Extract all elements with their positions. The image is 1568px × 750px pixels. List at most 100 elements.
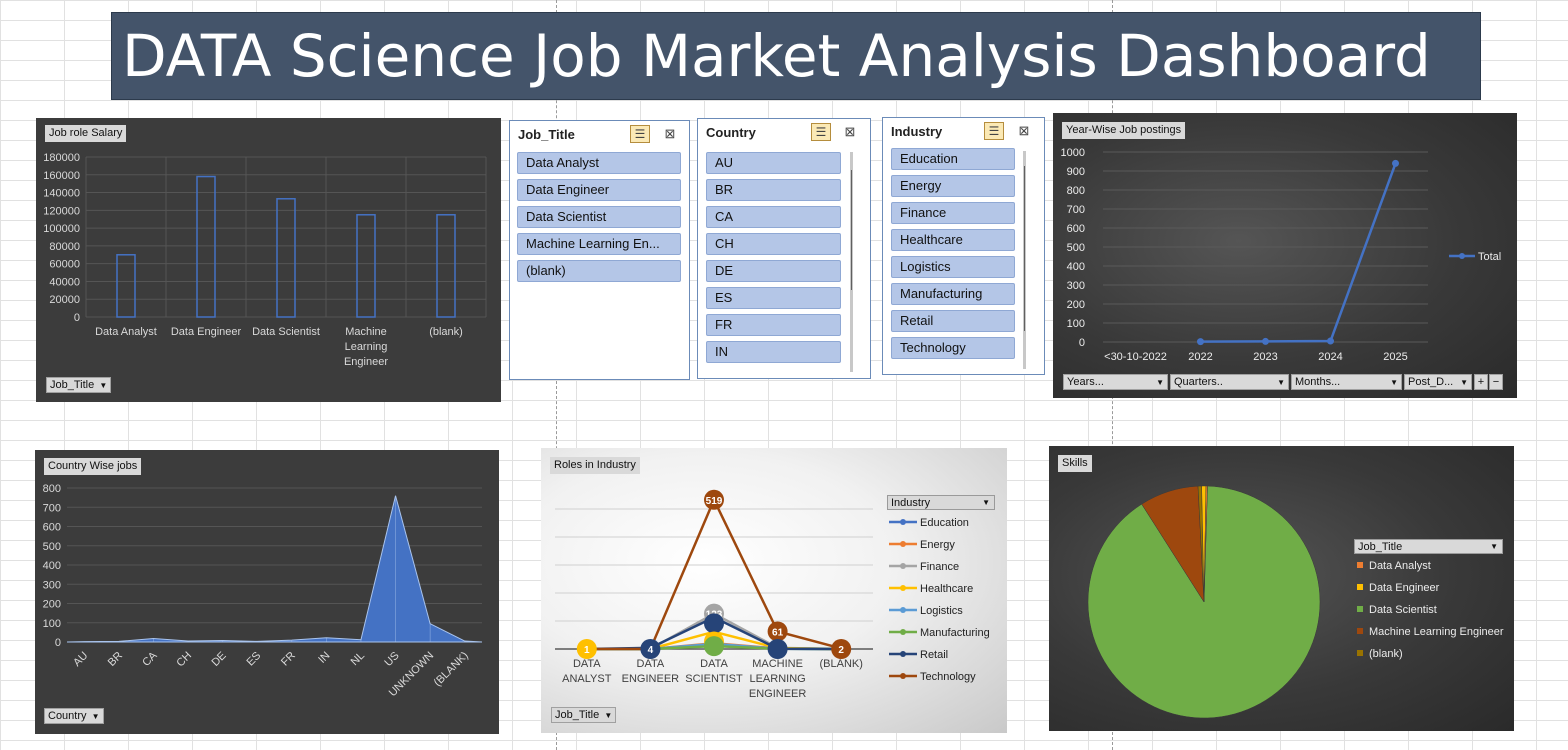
- y-tick-label: 600: [43, 522, 61, 534]
- salary-chart: 0 20000 40000 60000 80000 100000 120000 140000 1…: [43, 152, 487, 368]
- chevron-down-icon: ▼: [1156, 378, 1164, 387]
- slicer-scrollbar[interactable]: [850, 152, 853, 372]
- slicer-item[interactable]: Technology: [891, 337, 1015, 359]
- data-label-marker: [704, 613, 724, 634]
- x-tick-line: ANALYST: [562, 673, 612, 685]
- slicer-item[interactable]: Data Engineer: [517, 179, 681, 201]
- clear-filter-icon[interactable]: ⊠: [1018, 123, 1030, 138]
- multi-select-icon[interactable]: ☰: [811, 123, 831, 141]
- x-tick-line: Engineer: [344, 356, 388, 368]
- x-tick-label: (BLANK): [819, 658, 862, 670]
- slicer-item[interactable]: Data Analyst: [517, 152, 681, 174]
- chevron-down-icon: ▼: [91, 712, 100, 721]
- skills-chart: Data Analyst Data Engineer Data Scientist M…: [1087, 485, 1504, 719]
- legend-swatch: [1357, 606, 1363, 612]
- x-tick-label: DATA ANALYST: [562, 658, 612, 685]
- country-chart-panel[interactable]: Country Wise jobs 0 100 200 300 400 500 600 700…: [35, 450, 499, 734]
- legend-label: (blank): [1369, 648, 1403, 660]
- y-tick-label: 100: [1067, 318, 1085, 330]
- slicer-item[interactable]: Machine Learning En...: [517, 233, 681, 255]
- slicer-item[interactable]: DE: [706, 260, 841, 282]
- timeline-filter-button[interactable]: Years... ▼: [1063, 374, 1168, 390]
- slicer-scroll-thumb[interactable]: [851, 170, 852, 290]
- timeline-filter-button[interactable]: Quarters.. ▼: [1170, 374, 1289, 390]
- legend-marker: [900, 651, 906, 657]
- salary-bar: [196, 175, 216, 318]
- data-label-marker: [767, 621, 788, 642]
- slicer-item[interactable]: Energy: [891, 175, 1015, 197]
- y-tick-label: 800: [1067, 185, 1085, 197]
- country-field-button[interactable]: Country ▼: [44, 708, 104, 724]
- industry-legend-filter[interactable]: Industry ▼: [887, 495, 995, 510]
- legend-label: Total: [1478, 251, 1501, 263]
- industry-slicer[interactable]: Industry ☰ ⊠ Education Energy Finance Healt…: [882, 117, 1045, 375]
- slicer-header: Job_Title: [518, 127, 575, 142]
- slicer-item[interactable]: Education: [891, 148, 1015, 170]
- x-tick-line: Data Analyst: [95, 326, 157, 338]
- multi-select-icon[interactable]: ☰: [630, 125, 650, 143]
- salary-bar: [436, 214, 456, 318]
- legend-label: Manufacturing: [920, 627, 990, 639]
- expand-button[interactable]: +: [1474, 374, 1488, 390]
- data-label-marker: [640, 639, 661, 659]
- timeline-filter-label: Years...: [1067, 376, 1104, 388]
- pie-slice: [1203, 485, 1208, 603]
- year-chart-panel[interactable]: Year-Wise Job postings 0 100 200 300 400 500 6…: [1053, 113, 1517, 398]
- legend-label: Energy: [920, 539, 955, 551]
- legend-marker: [1459, 253, 1465, 259]
- skills-chart-panel[interactable]: Skills Data Analyst Data Engineer Data Sci…: [1049, 446, 1514, 731]
- y-tick-label: 0: [1079, 337, 1085, 349]
- industry-chart-panel[interactable]: Roles in Industry 51961123142DATAANALYST…: [541, 448, 1007, 733]
- skills-legend-filter[interactable]: Job_Title ▼: [1354, 539, 1503, 554]
- x-tick-label: DE: [209, 650, 228, 669]
- total-series-point: [1197, 338, 1204, 346]
- legend-marker: [900, 541, 906, 547]
- timeline-filter-button[interactable]: Months... ▼: [1291, 374, 1402, 390]
- x-tick-label: Data Analyst: [95, 326, 157, 338]
- slicer-item[interactable]: Manufacturing: [891, 283, 1015, 305]
- job-title-slicer[interactable]: Job_Title ☰ ⊠ Data Analyst Data Engineer D…: [509, 120, 690, 380]
- y-tick-label: 500: [1067, 242, 1085, 254]
- slicer-item[interactable]: Data Scientist: [517, 206, 681, 228]
- chevron-down-icon: ▼: [1490, 542, 1498, 551]
- multi-select-icon[interactable]: ☰: [984, 122, 1004, 140]
- chevron-down-icon: ▼: [99, 381, 108, 390]
- slicer-scroll-thumb[interactable]: [1024, 166, 1025, 331]
- x-tick-line: Data Scientist: [252, 326, 320, 338]
- data-label: 1: [584, 645, 590, 656]
- slicer-item[interactable]: Healthcare: [891, 229, 1015, 251]
- slicer-item[interactable]: AU: [706, 152, 841, 174]
- slicer-item[interactable]: Logistics: [891, 256, 1015, 278]
- data-label-marker: [704, 636, 724, 657]
- timeline-filter-button[interactable]: Post_D... ▼: [1404, 374, 1472, 390]
- job-title-field-button[interactable]: Job_Title ▼: [551, 707, 617, 723]
- slicer-item[interactable]: Finance: [891, 202, 1015, 224]
- slicer-scrollbar[interactable]: [1023, 151, 1026, 369]
- salary-chart-panel[interactable]: Job role Salary 0 20000 40000 60000 80000 100…: [36, 118, 501, 402]
- chevron-down-icon: ▼: [604, 711, 613, 720]
- slicer-item[interactable]: IN: [706, 341, 841, 363]
- slicer-item[interactable]: (blank): [517, 260, 681, 282]
- y-tick-label: 300: [43, 579, 61, 591]
- slicer-item[interactable]: CH: [706, 233, 841, 255]
- collapse-button[interactable]: −: [1489, 374, 1503, 390]
- job-title-field-button[interactable]: Job_Title ▼: [46, 377, 112, 393]
- slicer-item[interactable]: BR: [706, 179, 841, 201]
- clear-filter-icon[interactable]: ⊠: [844, 124, 856, 139]
- data-label-marker: [767, 639, 788, 659]
- clear-filter-icon[interactable]: ⊠: [664, 126, 676, 141]
- timeline-filter-label: Post_D...: [1408, 376, 1454, 388]
- x-tick-label: CH: [174, 650, 194, 670]
- legend-swatch: [1357, 650, 1363, 656]
- industry-chart-tag: Roles in Industry: [550, 457, 640, 474]
- slicer-item[interactable]: ES: [706, 287, 841, 309]
- data-label: 61: [772, 627, 784, 638]
- x-tick-label: 2023: [1253, 351, 1277, 363]
- slicer-item[interactable]: Retail: [891, 310, 1015, 332]
- x-tick-line: (BLANK): [819, 658, 862, 670]
- slicer-item[interactable]: FR: [706, 314, 841, 336]
- y-tick-label: 400: [43, 560, 61, 572]
- slicer-item[interactable]: CA: [706, 206, 841, 228]
- country-slicer[interactable]: Country ☰ ⊠ AU BR CA CH DE ES FR IN: [697, 118, 871, 379]
- legend-marker: [900, 673, 906, 679]
